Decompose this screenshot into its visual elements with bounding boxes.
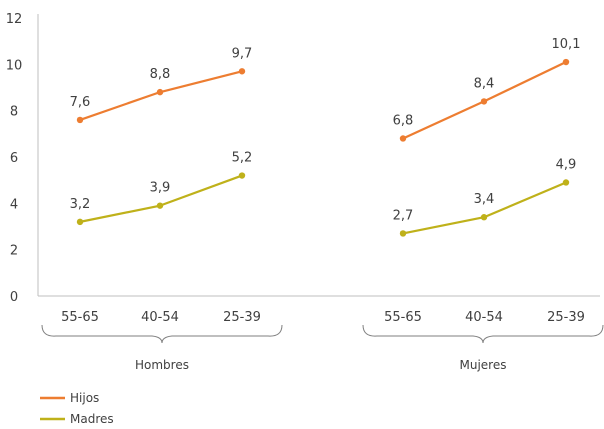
data-label: 2,7 [393,208,414,223]
data-label: 3,2 [70,197,91,212]
data-point-madres [562,179,570,186]
legend-label-hijos: Hijos [70,391,99,405]
series-line-madres [402,181,567,235]
data-point-madres [156,202,164,209]
y-tick-label: 8 [10,105,18,120]
data-point-madres [399,230,407,237]
data-label: 4,9 [556,157,577,172]
y-tick-label: 4 [10,197,18,212]
group-label: Mujeres [460,358,507,372]
data-label: 7,6 [70,95,91,110]
data-label: 9,7 [232,46,253,61]
y-tick-label: 12 [6,12,23,27]
data-label: 10,1 [552,37,581,52]
data-label: 3,9 [150,181,171,196]
data-point-hijos [480,98,488,105]
group-brace [362,324,604,344]
x-tick-label: 55-65 [384,310,422,325]
data-label: 5,2 [232,151,253,166]
data-point-madres [76,218,84,226]
data-point-hijos [76,116,84,124]
y-tick-label: 2 [10,244,18,259]
y-tick-label: 10 [6,58,23,73]
data-label: 6,8 [393,113,414,128]
data-point-hijos [238,68,246,75]
data-point-hijos [156,88,164,96]
data-label: 3,4 [474,192,495,207]
data-label: 8,8 [150,67,171,82]
group-brace [41,324,283,344]
data-point-hijos [399,135,407,142]
data-point-madres [238,172,246,179]
x-tick-label: 55-65 [61,310,99,325]
legend-label-madres: Madres [70,412,114,426]
y-tick-label: 6 [10,151,18,166]
data-point-madres [480,214,488,221]
y-tick-label: 0 [10,290,18,305]
data-label: 8,4 [474,76,495,91]
data-point-hijos [562,58,570,66]
x-tick-label: 25-39 [223,310,261,325]
x-tick-label: 40-54 [465,310,503,325]
x-tick-label: 25-39 [547,310,585,325]
x-tick-label: 40-54 [141,310,179,325]
group-label: Hombres [135,358,189,372]
